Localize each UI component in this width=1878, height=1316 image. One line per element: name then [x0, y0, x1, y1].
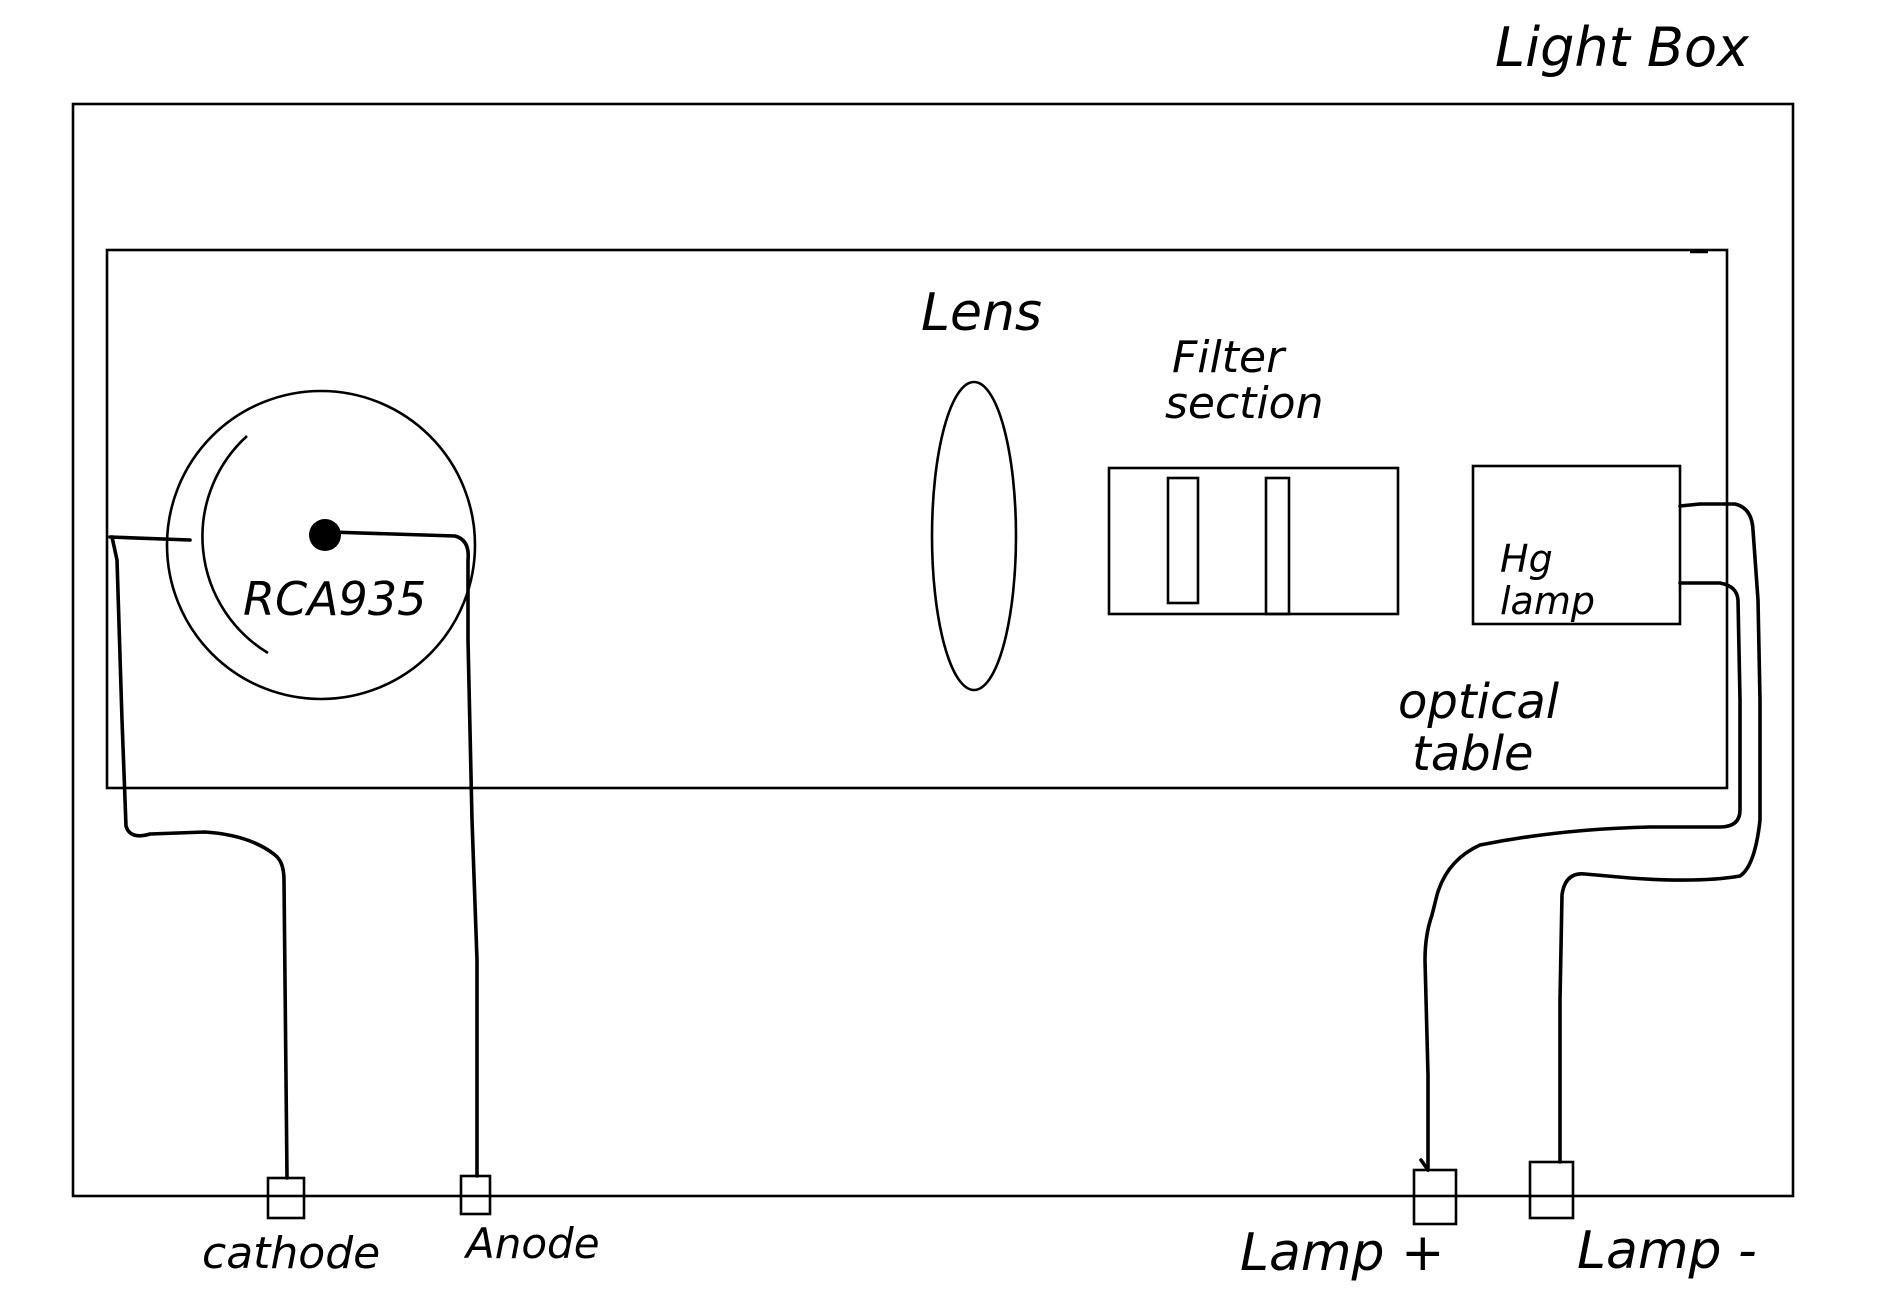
lamp-plus-label: Lamp + — [1240, 1223, 1445, 1283]
light-box-outline — [71, 102, 1795, 1198]
lamp-minus-wire — [1558, 502, 1762, 1164]
phototube-envelope — [165, 389, 477, 701]
optical-table-label-line2: table — [1412, 726, 1534, 782]
hg-lamp-label-line2: lamp — [1500, 579, 1595, 623]
cathode-terminal[interactable] — [266, 1176, 306, 1220]
lamp-plus-arrow-left — [1419, 1158, 1430, 1172]
anode-terminal[interactable] — [459, 1174, 492, 1216]
filter-label-line2: section — [1165, 378, 1323, 429]
anode-label: Anode — [463, 1219, 600, 1268]
filter-slot-1 — [1166, 476, 1200, 605]
hg-lamp-label-line1: Hg — [1500, 537, 1553, 581]
lamp-minus-terminal[interactable] — [1528, 1160, 1575, 1220]
lamp-plus-wire — [1423, 581, 1742, 1172]
cathode-label: cathode — [202, 1228, 380, 1279]
filter-slot-2 — [1264, 476, 1291, 616]
filter-label-line1: Filter — [1172, 332, 1287, 383]
phototube-cathode-arc — [201, 435, 269, 655]
optical-table-label-line1: optical — [1398, 674, 1560, 730]
hg-lamp-housing — [1471, 464, 1682, 626]
lens-element — [930, 380, 1018, 692]
anode-wire — [328, 530, 479, 1178]
phototube-label: RCA935 — [243, 572, 426, 626]
lamp-plus-terminal[interactable] — [1412, 1168, 1458, 1226]
cathode-wire — [108, 535, 289, 1180]
lamp-minus-label: Lamp - — [1577, 1221, 1757, 1281]
filter-section-housing — [1107, 466, 1400, 616]
light-box-title: Light Box — [1495, 16, 1750, 79]
optical-table — [105, 248, 1729, 790]
lens-label: Lens — [921, 283, 1042, 343]
phototube-anode-dot — [309, 519, 341, 551]
